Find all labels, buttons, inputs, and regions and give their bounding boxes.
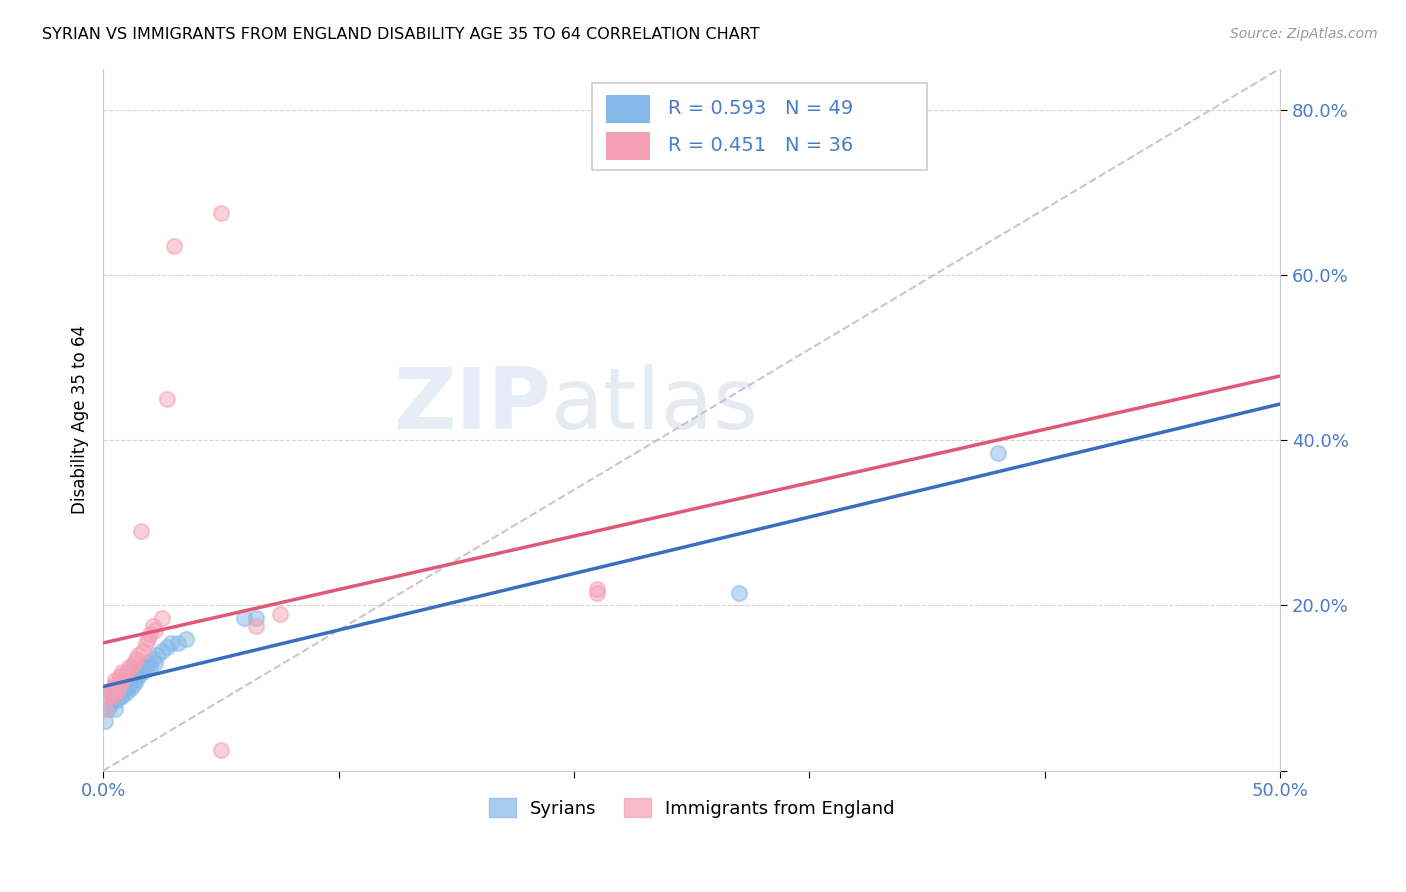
Point <box>115 685 138 699</box>
Point <box>105 681 128 695</box>
Point <box>586 586 609 600</box>
Point <box>98 685 121 699</box>
Point <box>112 673 135 687</box>
FancyBboxPatch shape <box>606 95 651 122</box>
Point <box>134 660 156 674</box>
Point <box>987 445 1010 459</box>
Point <box>122 677 145 691</box>
Point <box>245 619 267 633</box>
Point <box>97 690 120 704</box>
Y-axis label: Disability Age 35 to 64: Disability Age 35 to 64 <box>72 325 89 514</box>
Point <box>150 644 173 658</box>
Point <box>125 665 148 679</box>
Point <box>120 673 142 687</box>
Point <box>127 648 149 662</box>
Point <box>132 644 155 658</box>
Point <box>112 669 135 683</box>
Point <box>98 685 121 699</box>
Point <box>111 665 134 679</box>
Point <box>115 681 138 695</box>
Point <box>108 681 131 695</box>
Point <box>143 657 166 671</box>
Point <box>127 669 149 683</box>
Point <box>125 673 148 687</box>
Point <box>233 611 256 625</box>
Text: Source: ZipAtlas.com: Source: ZipAtlas.com <box>1230 27 1378 41</box>
Point <box>120 660 142 674</box>
Point <box>111 673 134 687</box>
Point <box>104 702 127 716</box>
Text: ZIP: ZIP <box>392 364 550 447</box>
Point <box>104 673 127 687</box>
Point <box>112 681 135 695</box>
Legend: Syrians, Immigrants from England: Syrians, Immigrants from England <box>481 791 901 825</box>
Point <box>156 640 179 654</box>
Point <box>111 685 134 699</box>
Point <box>101 681 124 695</box>
Point <box>105 685 128 699</box>
Point <box>94 702 117 716</box>
Point <box>125 652 148 666</box>
Point <box>98 698 121 712</box>
Point <box>167 635 190 649</box>
Point <box>118 669 141 683</box>
Point <box>108 685 131 699</box>
Point <box>134 635 156 649</box>
Point <box>142 619 165 633</box>
Point <box>163 239 186 253</box>
Point <box>101 690 124 704</box>
Text: SYRIAN VS IMMIGRANTS FROM ENGLAND DISABILITY AGE 35 TO 64 CORRELATION CHART: SYRIAN VS IMMIGRANTS FROM ENGLAND DISABI… <box>42 27 759 42</box>
FancyBboxPatch shape <box>606 132 651 160</box>
Point <box>120 681 142 695</box>
Point <box>122 657 145 671</box>
Point <box>139 627 162 641</box>
Point <box>209 206 232 220</box>
FancyBboxPatch shape <box>592 83 927 170</box>
Point <box>104 677 127 691</box>
Point <box>105 693 128 707</box>
Point <box>586 582 609 596</box>
Point <box>101 690 124 704</box>
Point <box>142 652 165 666</box>
Point <box>727 586 749 600</box>
Point <box>174 632 197 646</box>
Point <box>209 743 232 757</box>
Point <box>150 611 173 625</box>
Point <box>108 669 131 683</box>
Point <box>108 677 131 691</box>
Text: atlas: atlas <box>550 364 758 447</box>
Point <box>129 665 152 679</box>
Point <box>101 693 124 707</box>
Point <box>115 665 138 679</box>
Text: R = 0.451   N = 36: R = 0.451 N = 36 <box>668 136 853 155</box>
Point <box>118 677 141 691</box>
Point <box>136 632 159 646</box>
Point <box>156 392 179 406</box>
Point <box>146 648 169 662</box>
Point <box>118 660 141 674</box>
Point <box>111 677 134 691</box>
Point <box>108 690 131 704</box>
Point <box>160 635 183 649</box>
Point <box>94 714 117 728</box>
Point <box>245 611 267 625</box>
Point <box>129 524 152 538</box>
Text: R = 0.593   N = 49: R = 0.593 N = 49 <box>668 99 853 118</box>
Point <box>104 681 127 695</box>
Point <box>115 673 138 687</box>
Point <box>136 657 159 671</box>
Point <box>105 681 128 695</box>
Point <box>132 665 155 679</box>
Point <box>269 607 291 621</box>
Point <box>143 624 166 638</box>
Point <box>139 660 162 674</box>
Point <box>122 669 145 683</box>
Point <box>104 685 127 699</box>
Point <box>111 690 134 704</box>
Point <box>129 660 152 674</box>
Point <box>97 702 120 716</box>
